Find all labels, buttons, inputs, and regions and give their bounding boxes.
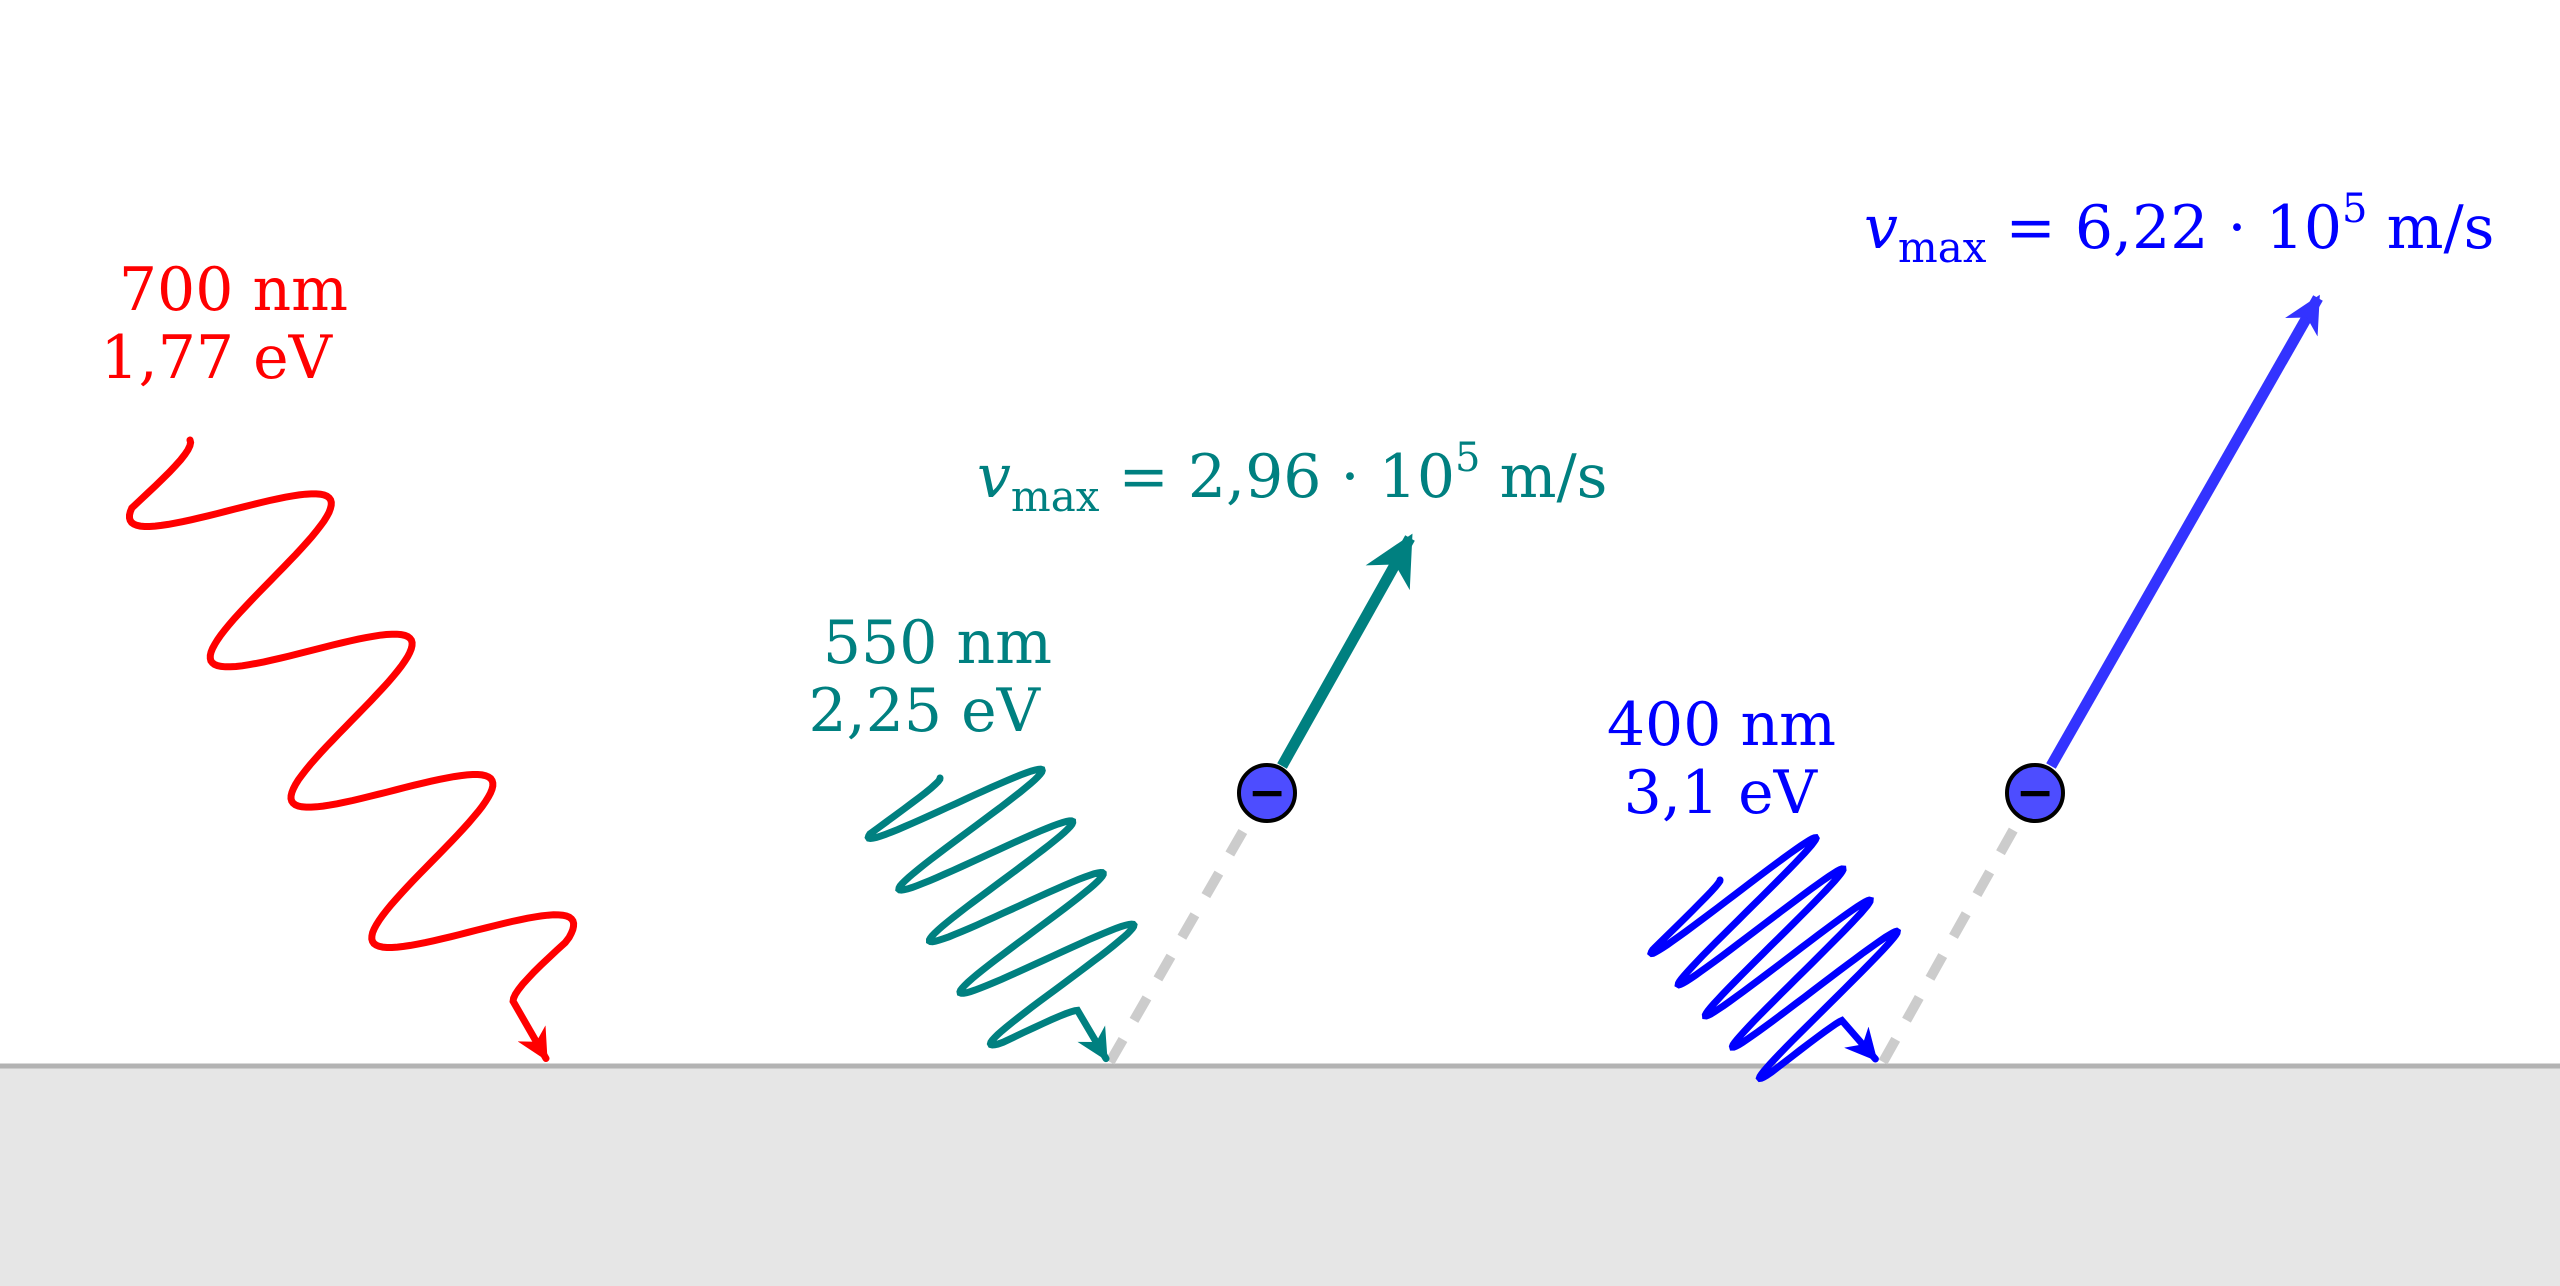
- wavelength-label-red: 700 nm: [119, 255, 348, 325]
- electron-path-green: [1105, 790, 1270, 1065]
- energy-label-green: 2,25 eV: [808, 676, 1041, 746]
- velocity-arrow-green: [1277, 533, 1415, 769]
- electron-sign: −: [2016, 765, 2055, 819]
- electron-green: −: [1237, 763, 1297, 823]
- wavelength-label-green: 550 nm: [823, 608, 1052, 678]
- metal-plate: [0, 1066, 2560, 1286]
- wavelength-label-violet: 400 nm: [1607, 690, 1836, 760]
- photon-wave-green: [864, 765, 1138, 1063]
- velocity-arrow-violet: [2046, 294, 2323, 769]
- vmax-label-violet: vmax = 6,22 · 105 m/s: [1864, 186, 2494, 272]
- energy-label-violet: 3,1 eV: [1624, 758, 1819, 828]
- photon-wave-violet: [1647, 834, 1902, 1083]
- electron-sign: −: [1248, 765, 1287, 819]
- photon-wave-red: [126, 436, 578, 1062]
- energy-label-red: 1,77 eV: [100, 323, 333, 393]
- electron-path-violet: [1878, 790, 2039, 1065]
- vmax-label-green: vmax = 2,96 · 105 m/s: [977, 435, 1607, 521]
- electron-violet: −: [2005, 763, 2065, 823]
